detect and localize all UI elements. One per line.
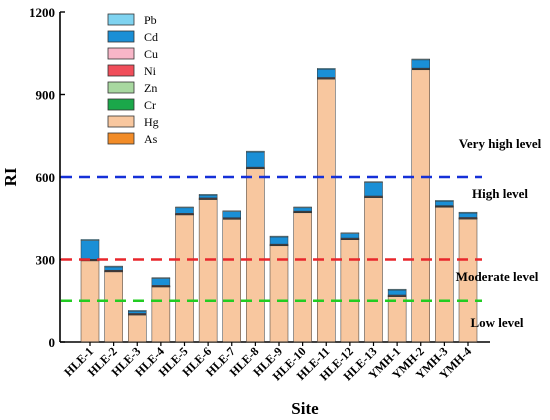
legend-label: Pb <box>144 13 157 27</box>
bar-segment-pb <box>104 265 123 268</box>
risk-level-label: High level <box>472 186 528 201</box>
legend-swatch <box>107 98 135 111</box>
bar-segment-hg <box>175 214 194 342</box>
legend-swatch <box>107 115 135 128</box>
bar-segment-pb <box>151 277 171 279</box>
bar-segment-hg <box>128 314 147 342</box>
bar-segment-cd <box>246 151 265 168</box>
bar-segment-cd <box>340 233 360 239</box>
risk-level-label: Low level <box>470 315 523 330</box>
bar-segment-pb <box>293 206 312 209</box>
bar-segment-cd <box>198 194 218 199</box>
bar-segment-hg <box>198 199 218 342</box>
bar-segment-pb <box>175 206 194 209</box>
legend-swatch <box>107 64 135 77</box>
bar-segment-cd <box>128 310 147 314</box>
x-axis-title: Site <box>291 399 319 418</box>
bar-segment-hg <box>293 212 312 342</box>
bar-segment-cd <box>458 212 478 218</box>
bar-segment-hg <box>364 197 383 342</box>
bar-segment-cd <box>151 278 171 286</box>
legend-label: Cr <box>144 98 156 112</box>
bar-segment-hg <box>387 296 407 342</box>
y-tick-label: 300 <box>36 253 56 268</box>
legend-swatch <box>107 13 135 26</box>
legend-label: Zn <box>144 81 157 95</box>
bar-segment-cd <box>317 68 336 78</box>
bar-segment-hg <box>317 78 336 342</box>
bar-segment-cd <box>411 59 430 69</box>
bar-segment-cd <box>269 236 289 245</box>
bar-segment-hg <box>246 168 265 342</box>
legend-label: Cu <box>144 47 158 61</box>
bar-segment-hg <box>151 286 171 342</box>
legend-swatch <box>107 132 135 145</box>
legend-label: Hg <box>144 115 159 129</box>
bar-segment-cd <box>222 211 241 218</box>
bar-segment-pb <box>458 211 478 214</box>
y-axis-title: RI <box>1 167 20 186</box>
bar-segment-cd <box>80 240 100 260</box>
bar-segment-cd <box>293 207 312 212</box>
legend-label: As <box>144 132 158 146</box>
bar-segment-pb <box>222 210 241 212</box>
bar-segment-cd <box>175 207 194 214</box>
bar-segment-pb <box>198 194 218 196</box>
legend-swatch <box>107 30 135 43</box>
y-tick-label: 0 <box>49 335 56 350</box>
bar-segment-pb <box>269 235 289 238</box>
bar-segment-cd <box>104 266 123 271</box>
bar-segment-pb <box>128 310 147 312</box>
bar-segment-pb <box>387 288 407 291</box>
legend-label: Ni <box>144 64 157 78</box>
legend-label: Cd <box>144 30 158 44</box>
bar-segment-pb <box>364 181 383 183</box>
legend-swatch <box>107 47 135 60</box>
bar-segment-cd <box>364 182 383 197</box>
bar-segment-cd <box>387 289 407 296</box>
bar-segment-hg <box>435 206 454 342</box>
bar-segment-pb <box>80 239 100 241</box>
bar-segment-hg <box>104 271 123 342</box>
y-tick-label: 600 <box>36 170 56 185</box>
bar-segment-pb <box>411 58 430 61</box>
bar-segment-hg <box>222 218 241 342</box>
bar-segment-pb <box>246 150 265 153</box>
bar-segment-pb <box>317 68 336 70</box>
y-tick-label: 1200 <box>29 5 55 20</box>
legend-swatch <box>107 81 135 94</box>
bar-segment-hg <box>340 239 360 342</box>
risk-level-label: Very high level <box>459 136 542 151</box>
bar-segment-pb <box>340 232 360 234</box>
risk-level-label: Moderate level <box>456 269 539 284</box>
y-tick-label: 900 <box>36 88 56 103</box>
bar-segment-cd <box>435 200 454 206</box>
bar-segment-pb <box>435 200 454 202</box>
